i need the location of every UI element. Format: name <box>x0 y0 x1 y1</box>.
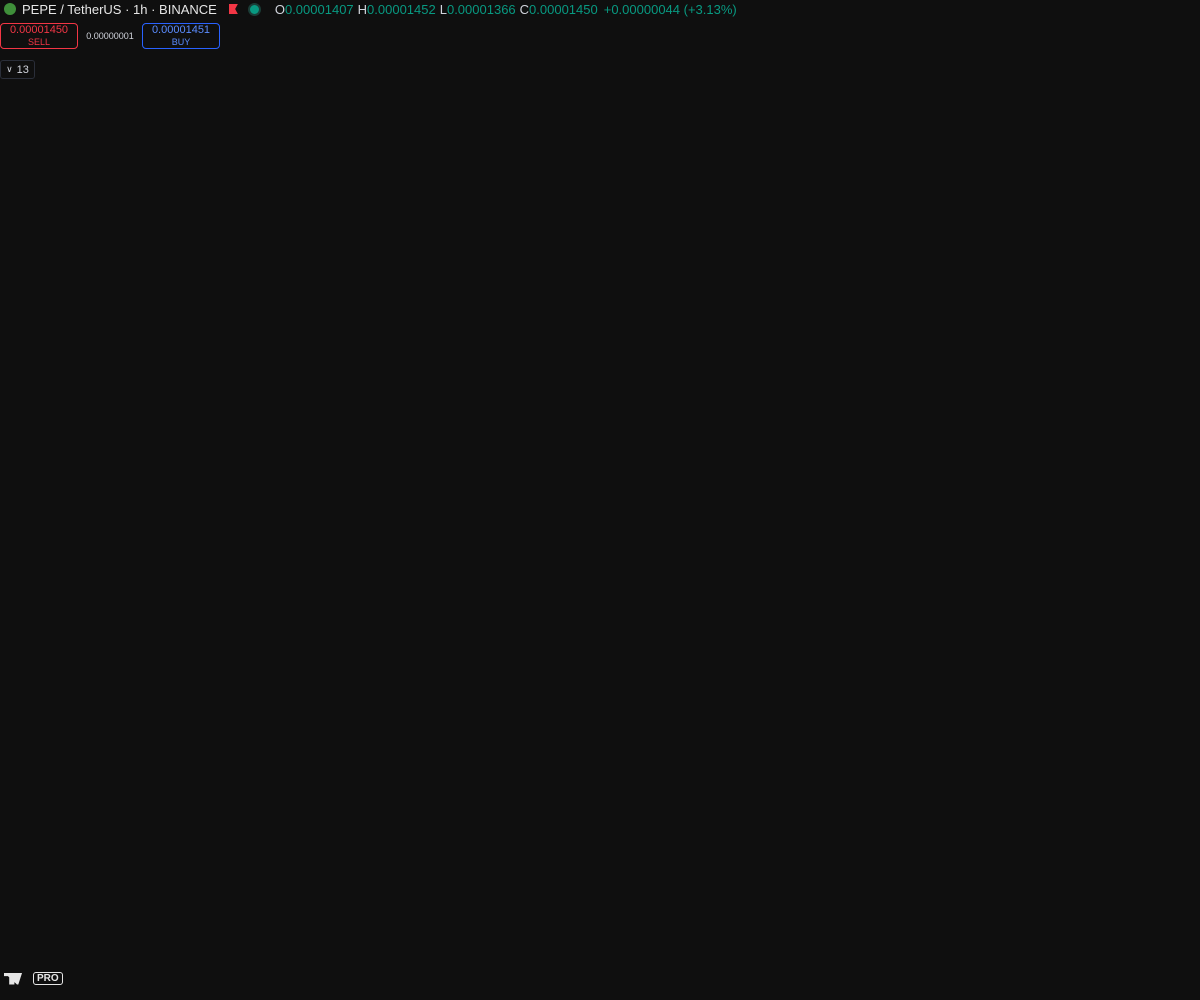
logo-text: PRO <box>33 972 63 985</box>
indicators-toggle[interactable]: ∨ 13 <box>0 60 35 79</box>
ohlc-key: H <box>357 1 368 17</box>
ohlc-key: C <box>519 1 530 17</box>
sell-button[interactable]: 0.00001450 SELL <box>0 23 78 49</box>
logo-mark <box>4 972 23 985</box>
chevron-icon: ∨ <box>6 64 13 74</box>
ohlc-value: 0.00001366 <box>446 1 516 17</box>
change: +0.00000044 (+3.13%) <box>603 1 737 17</box>
ohlc-value: 0.00001452 <box>367 1 436 17</box>
buy-price: 0.00001451 <box>151 24 211 36</box>
ohlc-values: O0.00001407 H0.00001452 L0.00001366 C0.0000… <box>271 2 598 17</box>
status-icon <box>247 2 261 16</box>
ohlc-key: O <box>274 1 285 17</box>
sell-label: SELL <box>27 37 51 47</box>
ohlc-value: 0.00001450 <box>529 1 598 17</box>
spread: 0.00000001 <box>86 31 134 41</box>
symbol[interactable]: PEPE / TetherUS · 1h · BINANCE <box>22 1 217 17</box>
ohlc-key: L <box>439 1 447 17</box>
flag-icon[interactable] <box>228 4 238 14</box>
buy-label: BUY <box>171 37 191 47</box>
symbol-icon <box>4 3 16 15</box>
sell-price: 0.00001450 <box>9 24 69 36</box>
logo[interactable]: PRO <box>4 972 63 985</box>
ohlc-value: 0.00001407 <box>284 1 354 17</box>
trade-panel: 0.00001450 SELL 0.00000001 0.00001451 BU… <box>0 23 220 49</box>
indicator-count: 13 <box>16 63 29 76</box>
legend-header: PEPE / TetherUS · 1h · BINANCE O0.000014… <box>4 0 737 18</box>
buy-button[interactable]: 0.00001451 BUY <box>142 23 220 49</box>
